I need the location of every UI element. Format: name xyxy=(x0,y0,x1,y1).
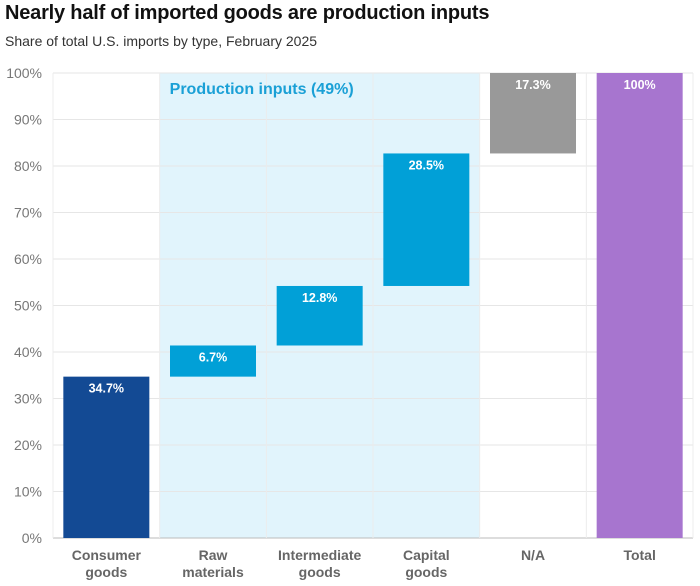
bar-value-label: 28.5% xyxy=(409,158,444,172)
y-tick-label: 0% xyxy=(22,530,42,546)
y-tick-label: 30% xyxy=(14,391,42,407)
y-tick-label: 50% xyxy=(14,298,42,314)
bar xyxy=(596,73,683,538)
production-inputs-label: Production inputs (49%) xyxy=(170,81,354,98)
category-label: Raw xyxy=(199,547,228,563)
category-label: Total xyxy=(623,547,655,563)
chart-title: Nearly half of imported goods are produc… xyxy=(5,2,490,24)
bar-value-label: 12.8% xyxy=(302,291,337,305)
y-tick-label: 80% xyxy=(14,158,42,174)
y-tick-label: 40% xyxy=(14,344,42,360)
y-axis-ticks: 0% 10% 20% 30% 40% 50% 60% 70% 80% 90% 100% xyxy=(6,65,42,546)
chart-subtitle: Share of total U.S. imports by type, Feb… xyxy=(5,33,318,49)
y-tick-label: 100% xyxy=(6,65,42,81)
category-label: Intermediate xyxy=(278,547,361,563)
y-tick-label: 20% xyxy=(14,437,42,453)
category-label: goods xyxy=(299,564,341,580)
bar xyxy=(276,285,363,346)
y-tick-label: 60% xyxy=(14,251,42,267)
y-tick-label: 10% xyxy=(14,484,42,500)
bar xyxy=(383,153,470,286)
category-label: Consumer xyxy=(72,547,142,563)
bar xyxy=(63,376,150,538)
y-tick-label: 90% xyxy=(14,112,42,128)
category-label: Capital xyxy=(403,547,450,563)
bars: 34.7% 6.7% 12.8% 28.5% 17.3% 100% xyxy=(63,73,683,538)
y-tick-label: 70% xyxy=(14,205,42,221)
grid-lines xyxy=(52,72,694,539)
category-label: materials xyxy=(182,564,244,580)
bar-value-label: 100% xyxy=(624,78,656,92)
category-label: goods xyxy=(85,564,127,580)
bar xyxy=(170,345,256,377)
bar-value-label: 34.7% xyxy=(89,382,124,396)
bar xyxy=(490,73,576,154)
bar-value-label: 17.3% xyxy=(515,78,550,92)
bar-value-label: 6.7% xyxy=(199,350,228,364)
x-axis-categories: ConsumergoodsRawmaterialsIntermediategoo… xyxy=(72,547,656,580)
category-label: goods xyxy=(405,564,447,580)
category-label: N/A xyxy=(521,547,545,563)
